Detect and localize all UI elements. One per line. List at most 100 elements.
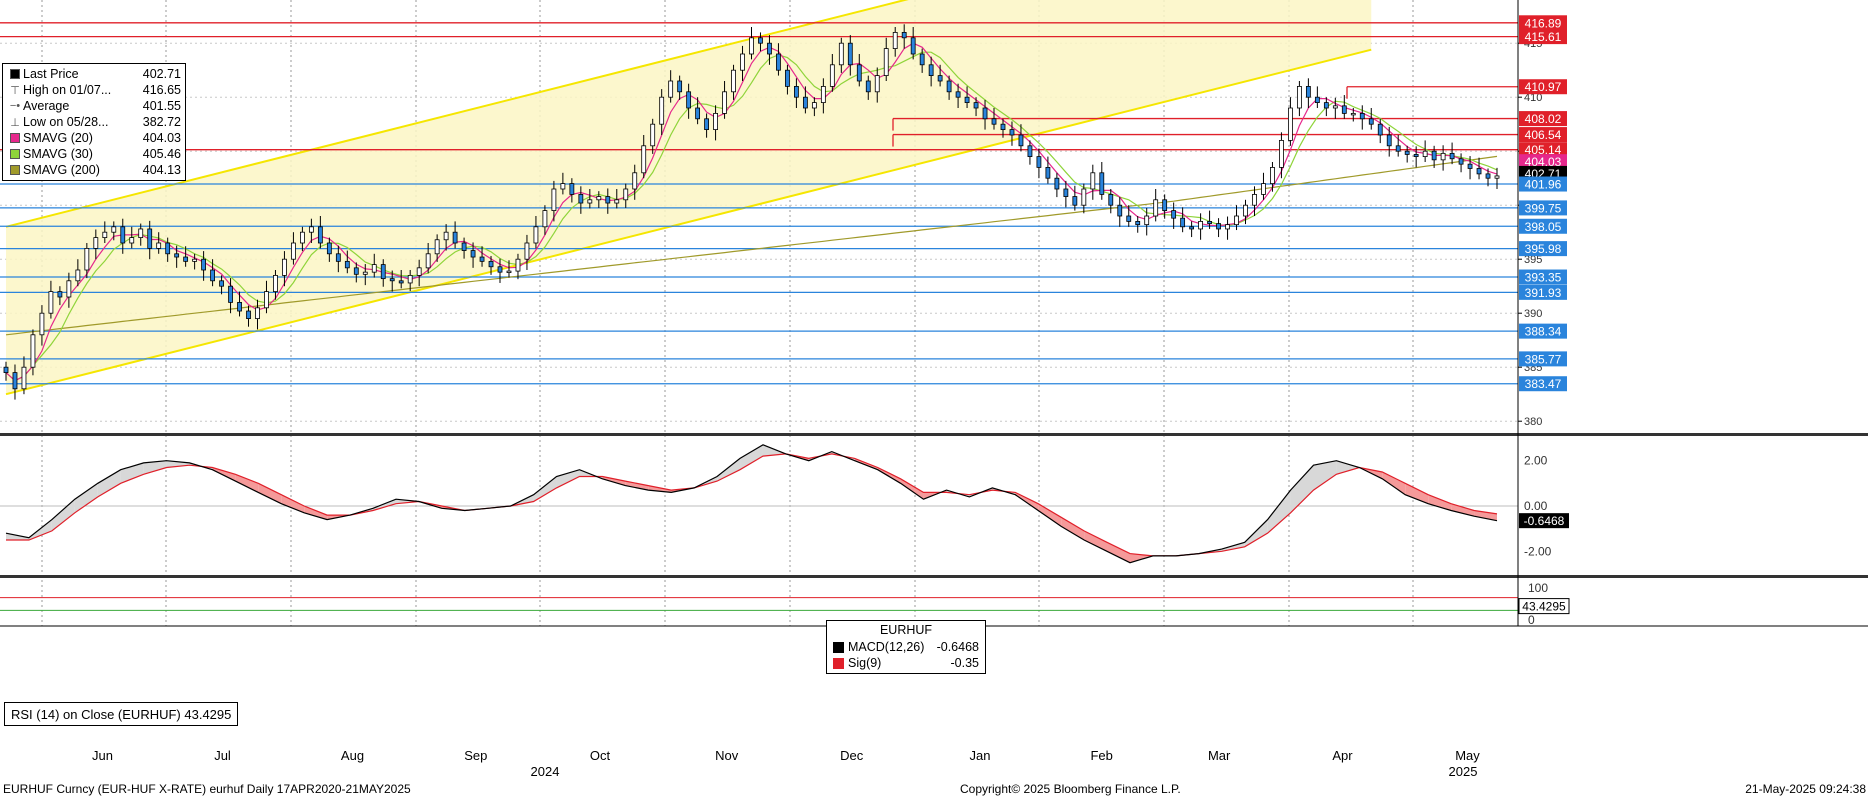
month-label: Mar xyxy=(1208,748,1231,763)
macd-tick-label: 2.00 xyxy=(1524,454,1548,468)
price-badge xyxy=(1519,79,1567,95)
candle-body xyxy=(551,188,557,212)
price-legend-label: SMAVG (30) xyxy=(23,147,93,161)
month-label: Nov xyxy=(715,748,739,763)
candle-body xyxy=(48,291,54,314)
candle-body xyxy=(937,75,943,82)
swatch-icon xyxy=(7,165,23,175)
candle-body xyxy=(228,285,233,303)
candle-body xyxy=(749,37,754,55)
price-badge xyxy=(1519,127,1567,143)
macd-badge-label: -0.6468 xyxy=(1524,514,1565,528)
candle-body xyxy=(1485,173,1491,179)
candle-body xyxy=(434,239,440,255)
candle-body xyxy=(1216,223,1221,230)
price-badge xyxy=(1519,351,1567,367)
candle-body xyxy=(39,312,45,336)
candle-body xyxy=(1404,150,1410,155)
price-badge-label: 399.75 xyxy=(1525,201,1562,215)
price-legend-row: SMAVG (20) 404.03 xyxy=(7,130,181,146)
price-badge-label: 393.35 xyxy=(1525,271,1562,285)
macd-histogram-band xyxy=(533,476,557,502)
candle-body xyxy=(416,267,422,276)
macd-histogram-band xyxy=(1084,530,1108,552)
candle-body xyxy=(237,301,242,312)
month-label: May xyxy=(1455,748,1480,763)
candle-body xyxy=(767,42,772,55)
price-tick-label: 410 xyxy=(1524,92,1542,104)
month-label: Apr xyxy=(1332,748,1353,763)
candle-body xyxy=(973,102,979,109)
candle-body xyxy=(1467,163,1473,169)
macd-histogram-band xyxy=(625,481,649,491)
price-tick-label: 395 xyxy=(1524,254,1542,266)
candle-body xyxy=(596,196,602,201)
candle-body xyxy=(1341,105,1347,114)
candle-body xyxy=(479,256,485,262)
candle-body xyxy=(398,280,404,284)
candle-body xyxy=(1270,166,1275,184)
candle-body xyxy=(847,42,853,66)
macd-histogram-band xyxy=(1244,519,1268,547)
candle-body xyxy=(201,258,207,271)
candle-body xyxy=(1431,150,1437,161)
price-legend-row: −• Average 401.55 xyxy=(7,98,181,114)
macd-histogram-band xyxy=(1336,460,1360,475)
candle-body xyxy=(578,193,584,204)
candle-body xyxy=(344,260,350,269)
price-legend-label: Low on 05/28... xyxy=(23,115,109,129)
macd-histogram-band xyxy=(1382,472,1406,495)
candle-body xyxy=(704,118,709,131)
candle-body xyxy=(353,267,359,275)
candle-body xyxy=(865,80,871,93)
candle-body xyxy=(1279,139,1284,168)
rsi-badge xyxy=(1518,598,1570,615)
signal-swatch-icon xyxy=(833,657,844,669)
candle-body xyxy=(317,226,323,244)
candle-body xyxy=(776,53,781,71)
candle-body xyxy=(856,64,862,82)
candle-body xyxy=(129,237,135,244)
candle-body xyxy=(156,242,162,249)
price-legend-label: Last Price xyxy=(23,67,79,81)
price-legend-value: 404.13 xyxy=(142,163,181,177)
price-legend-value: 405.46 xyxy=(142,147,181,161)
macd-histogram-band xyxy=(304,506,328,520)
macd-histogram-band xyxy=(1313,460,1337,491)
price-legend-label: Average xyxy=(23,99,70,113)
candle-body xyxy=(219,280,224,287)
candle-body xyxy=(282,258,287,276)
candlesticks xyxy=(3,24,1500,400)
candle-body xyxy=(497,266,503,273)
macd-line xyxy=(5,444,1498,564)
candle-body xyxy=(291,242,296,260)
candle-body xyxy=(740,53,745,71)
candle-body xyxy=(93,237,99,249)
candle-body xyxy=(1395,145,1401,152)
price-badge xyxy=(1519,269,1567,285)
price-badge-label: 404.03 xyxy=(1525,155,1562,169)
candle-body xyxy=(560,183,566,190)
price-badge-label: 391.93 xyxy=(1525,286,1562,300)
macd-histogram-band xyxy=(1451,503,1475,517)
candle-body xyxy=(407,274,413,284)
price-badge xyxy=(1519,218,1567,234)
year-label: 2024 xyxy=(531,764,560,779)
candle-body xyxy=(111,226,117,233)
candle-body xyxy=(452,231,458,244)
macd-histogram-band xyxy=(1061,517,1085,540)
macd-tick-label: -2.00 xyxy=(1524,544,1552,558)
month-label: Oct xyxy=(590,748,611,763)
candle-body xyxy=(1189,226,1195,230)
candle-body xyxy=(919,53,925,66)
price-badge-label: 408.02 xyxy=(1525,112,1562,126)
candle-body xyxy=(811,102,817,109)
avg-icon: −• xyxy=(9,100,21,112)
price-legend-row: SMAVG (30) 405.46 xyxy=(7,146,181,162)
candle-body xyxy=(1144,215,1150,226)
price-tick-label: 390 xyxy=(1524,308,1542,320)
month-label: Dec xyxy=(840,748,864,763)
macd-legend: EURHUF MACD(12,26) -0.6468 Sig(9) -0.35 xyxy=(826,620,986,674)
candle-body xyxy=(1171,210,1177,219)
